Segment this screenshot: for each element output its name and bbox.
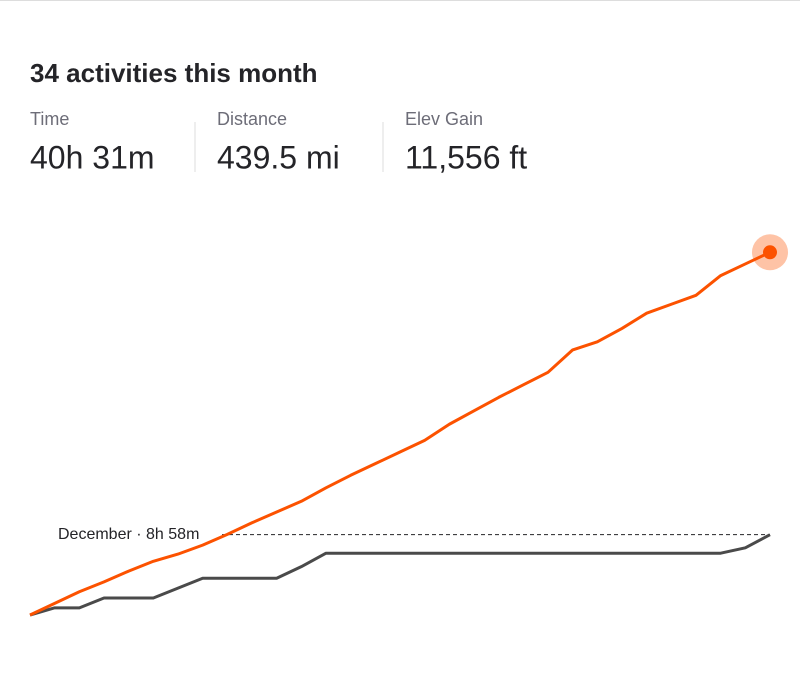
stat-value: 11,556 ft (405, 139, 527, 175)
annotation-label: December · 8h 58m (58, 526, 199, 543)
stat-value: 439.5 mi (217, 139, 340, 175)
end-dot (763, 245, 777, 260)
stat-value: 40h 31m (30, 139, 155, 175)
series-line (29, 533, 771, 617)
series-line (29, 250, 771, 617)
stat-label: Time (30, 109, 69, 129)
stat-label: Distance (217, 109, 287, 129)
stat-label: Elev Gain (405, 109, 483, 129)
title: 34 activities this month (30, 58, 318, 88)
